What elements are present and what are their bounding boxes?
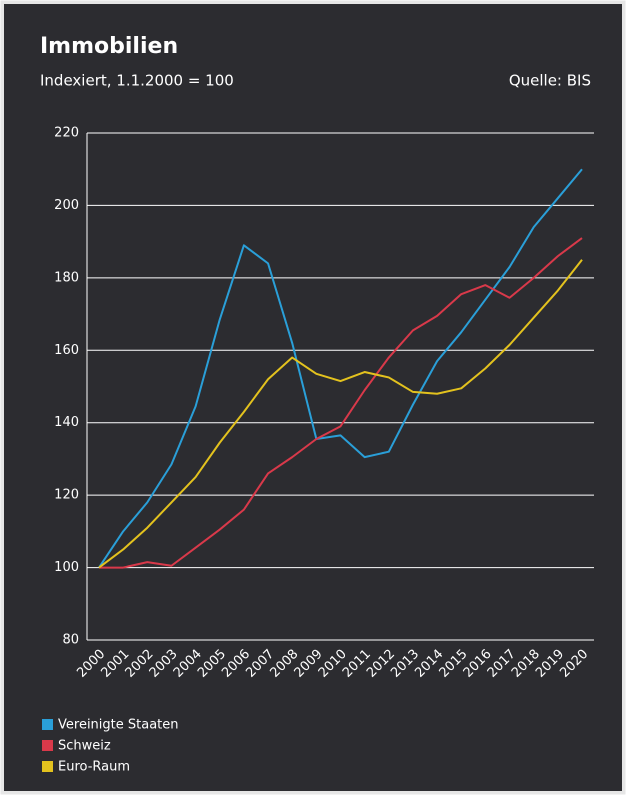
subtitle: Indexiert, 1.1.2000 = 100 — [40, 72, 234, 90]
y-tick-label: 120 — [54, 488, 79, 503]
y-tick-label: 180 — [54, 270, 79, 285]
legend-label: Euro-Raum — [58, 760, 130, 775]
y-tick-label: 220 — [54, 126, 79, 141]
series-line — [99, 237, 583, 569]
y-tick-label: 80 — [62, 633, 79, 648]
y-tick-label: 100 — [54, 560, 79, 575]
legend-swatch — [42, 740, 53, 751]
series-line — [98, 259, 583, 569]
y-tick-label: 200 — [54, 198, 79, 213]
y-tick-label: 140 — [54, 415, 79, 430]
legend-swatch — [42, 719, 53, 730]
source: Quelle: BIS — [509, 72, 591, 90]
legend-label: Vereinigte Staaten — [58, 718, 179, 733]
legend-label: Schweiz — [58, 739, 111, 754]
y-tick-label: 160 — [54, 343, 79, 358]
series-line — [98, 168, 583, 569]
background — [4, 4, 622, 791]
legend-swatch — [42, 761, 53, 772]
chart-title: Immobilien — [40, 34, 178, 59]
